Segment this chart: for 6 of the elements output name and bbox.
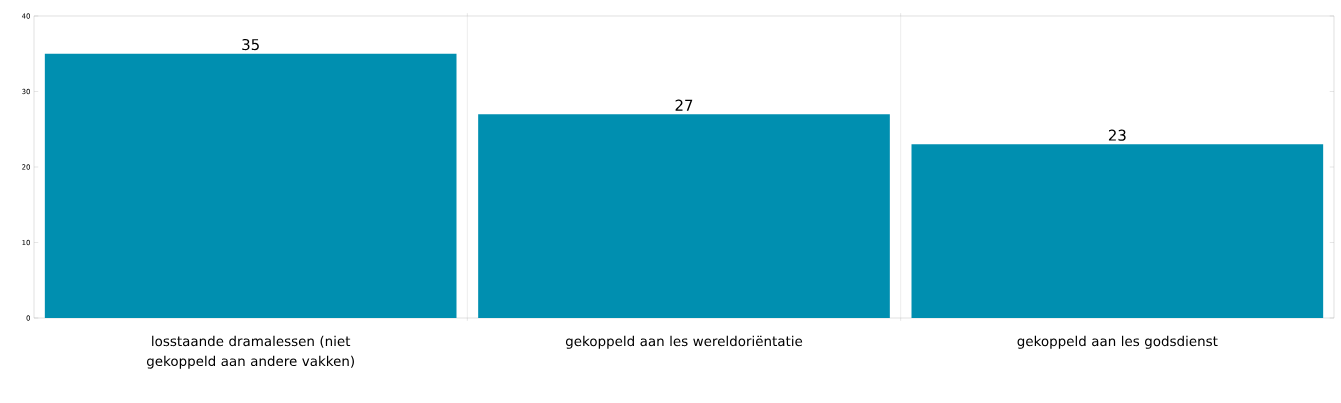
x-tick-label: gekoppeld aan les wereldoriëntatie	[565, 335, 803, 349]
data-label: 27	[675, 99, 693, 111]
data-label: 23	[1108, 129, 1126, 141]
x-tick-label: losstaande dramalessen (niet gekoppeld aan andere vakken)	[146, 335, 354, 369]
data-label: 35	[242, 38, 259, 51]
x-tick-label: gekoppeld aan les godsdienst	[1017, 335, 1218, 349]
